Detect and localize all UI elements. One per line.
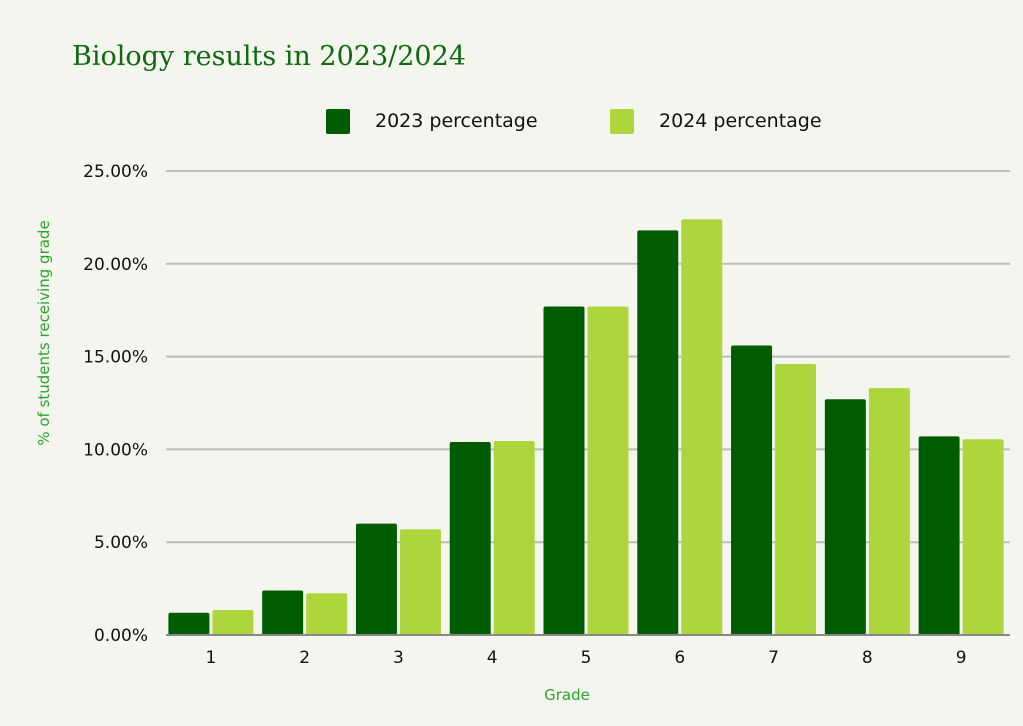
bar-2024-grade-7: [775, 364, 817, 635]
x-tick-label: 5: [581, 648, 592, 668]
bar-2023-grade-9: [918, 436, 960, 635]
x-tick-label: 7: [768, 648, 779, 668]
bar-2024-grade-9: [962, 439, 1004, 635]
bar-2023-grade-8: [824, 399, 866, 635]
bars: [166, 219, 1010, 636]
y-tick-label: 0.00%: [94, 626, 148, 646]
x-tick-label: 3: [393, 648, 404, 668]
bar-2023-grade-7: [731, 345, 773, 635]
legend-swatch-2024: [610, 109, 634, 134]
chart-title: Biology results in 2023/2024: [72, 41, 466, 72]
bar-2023-grade-4: [449, 441, 491, 635]
y-tick-label: 25.00%: [83, 162, 148, 182]
bar-2023-grade-1: [168, 612, 210, 635]
x-tick-label: 4: [487, 648, 498, 668]
bar-2024-grade-3: [399, 529, 441, 635]
bar-2023-grade-3: [355, 523, 397, 635]
bar-2023-grade-5: [543, 306, 585, 635]
legend-label-2023: 2023 percentage: [375, 110, 538, 132]
legend: 2023 percentage 2024 percentage: [326, 109, 822, 134]
legend-label-2024: 2024 percentage: [659, 110, 822, 132]
bar-2024-grade-5: [587, 306, 629, 635]
bar-2023-grade-6: [637, 230, 679, 635]
legend-swatch-2023: [326, 109, 350, 134]
y-tick-label: 20.00%: [83, 255, 148, 275]
bar-2024-grade-2: [306, 593, 348, 635]
bar-2024-grade-1: [212, 609, 254, 635]
x-tick-label: 1: [205, 648, 216, 668]
bar-2024-grade-6: [681, 219, 723, 636]
y-tick-labels: 0.00% 5.00% 10.00% 15.00% 20.00% 25.00%: [83, 162, 148, 646]
y-tick-label: 15.00%: [83, 348, 148, 368]
bar-2024-grade-8: [868, 388, 910, 635]
x-tick-labels: 1 2 3 4 5 6 7 8 9: [205, 648, 966, 668]
y-tick-label: 10.00%: [83, 440, 148, 460]
x-tick-label: 9: [956, 648, 967, 668]
bar-2024-grade-4: [493, 441, 535, 635]
x-tick-label: 2: [299, 648, 310, 668]
bar-2023-grade-2: [262, 590, 304, 635]
y-axis-label: % of students receiving grade: [35, 220, 53, 445]
x-tick-label: 8: [862, 648, 873, 668]
y-tick-label: 5.00%: [94, 533, 148, 553]
x-tick-label: 6: [674, 648, 685, 668]
x-axis-label: Grade: [544, 686, 590, 704]
